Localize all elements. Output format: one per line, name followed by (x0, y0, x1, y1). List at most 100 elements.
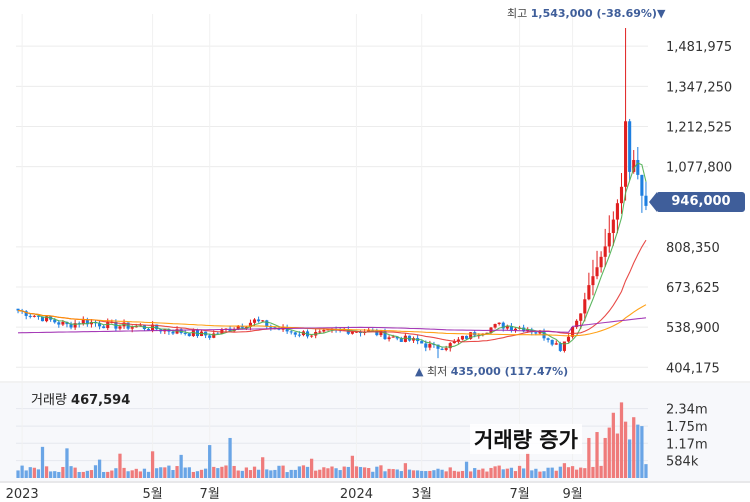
volume-bar (570, 466, 575, 478)
candle-body (212, 333, 216, 338)
candle-body (293, 332, 297, 335)
candle-body (538, 331, 542, 334)
candles-layer (16, 28, 648, 359)
volume-bar (375, 466, 379, 478)
volume-bar (501, 469, 505, 478)
volume-bar (110, 470, 114, 478)
volume-bar (216, 468, 220, 478)
candle-body (32, 315, 36, 317)
volume-bar (36, 469, 41, 478)
volume-bar (167, 465, 171, 478)
ma-line-5 (17, 162, 647, 348)
candle-body (628, 121, 632, 172)
volume-bar (481, 468, 485, 478)
volume-bar (65, 448, 69, 478)
candle-body (171, 331, 175, 334)
volume-bar (473, 468, 477, 478)
price-tick-label: 1,481,975 (666, 40, 732, 55)
volume-bar (159, 467, 163, 478)
volume-bar (314, 470, 318, 478)
candle-body (428, 343, 432, 348)
volume-bar (142, 468, 147, 478)
volume-bar (424, 471, 428, 478)
volume-tick-label: 2.34m (666, 403, 708, 418)
volume-bar (591, 466, 595, 478)
volume-bar (346, 466, 350, 478)
volume-readout: 거래량 467,594 (31, 393, 131, 408)
volume-bar (505, 468, 509, 478)
candle-body (248, 322, 253, 327)
time-tick-label: 7월 (200, 487, 220, 502)
volume-bar (623, 421, 628, 478)
volume-bar (477, 469, 481, 478)
candle-body (130, 327, 134, 329)
volume-bar (256, 469, 261, 478)
volume-bar (595, 432, 599, 478)
candle-body (562, 341, 566, 351)
volume-bar (183, 467, 187, 478)
candle-body (403, 335, 407, 342)
volume-bar (203, 468, 208, 478)
volume-bar (428, 470, 432, 478)
volume-bar (464, 461, 469, 478)
candle-body (607, 232, 611, 247)
candle-body (28, 315, 32, 317)
volume-bar (252, 466, 257, 478)
candle-body (579, 313, 583, 321)
volume-bar (456, 471, 461, 478)
volume-bar (607, 427, 611, 478)
volume-layer (16, 402, 648, 478)
candle-body (587, 285, 591, 300)
volume-bar (289, 469, 293, 478)
volume-bar (195, 471, 200, 478)
volume-bar (399, 471, 403, 478)
volume-bar (265, 469, 269, 478)
candle-body (191, 330, 195, 337)
candle-body (440, 348, 444, 350)
volume-bar (199, 469, 204, 478)
volume-bar (619, 402, 624, 478)
volume-bar (546, 467, 550, 478)
volume-bar (550, 467, 554, 478)
volume-bar (530, 470, 534, 478)
volume-bar (49, 471, 53, 478)
candle-body (40, 316, 45, 322)
volume-bar (395, 469, 399, 478)
volume-bar (236, 470, 240, 478)
volume-bar (232, 465, 236, 478)
volume-bar (130, 470, 134, 478)
volume-bar (452, 470, 456, 478)
candle-body (265, 320, 269, 327)
price-tick-label: 808,350 (666, 241, 720, 256)
volume-bar (509, 467, 514, 478)
candle-body (383, 330, 387, 340)
volume-bar (89, 470, 94, 478)
candle-body (615, 203, 619, 220)
candle-body (252, 319, 257, 323)
candle-body (558, 343, 562, 351)
candle-body (98, 323, 102, 327)
volume-bar (542, 471, 546, 478)
volume-bar (248, 470, 253, 478)
time-tick-label: 9월 (562, 487, 582, 502)
volume-bar (305, 466, 310, 478)
volume-bar (603, 437, 607, 478)
price-tick-label: 1,347,250 (666, 80, 732, 95)
volume-bar (513, 471, 518, 478)
time-tick-label: 3월 (412, 487, 432, 502)
volume-bar (371, 471, 375, 478)
volume-bar (583, 468, 587, 478)
time-tick-label: 2023 (6, 487, 39, 502)
candle-body (261, 320, 265, 322)
candle-body (399, 338, 403, 342)
volume-bar (20, 465, 24, 478)
candle-body (146, 329, 151, 331)
volume-bar (244, 467, 249, 478)
volume-bar (493, 466, 497, 478)
volume-bar (362, 467, 367, 478)
ma-line-20 (17, 239, 647, 343)
candle-body (493, 324, 497, 328)
candle-body (61, 321, 65, 325)
moving-averages (17, 162, 647, 348)
candle-body (619, 186, 624, 204)
